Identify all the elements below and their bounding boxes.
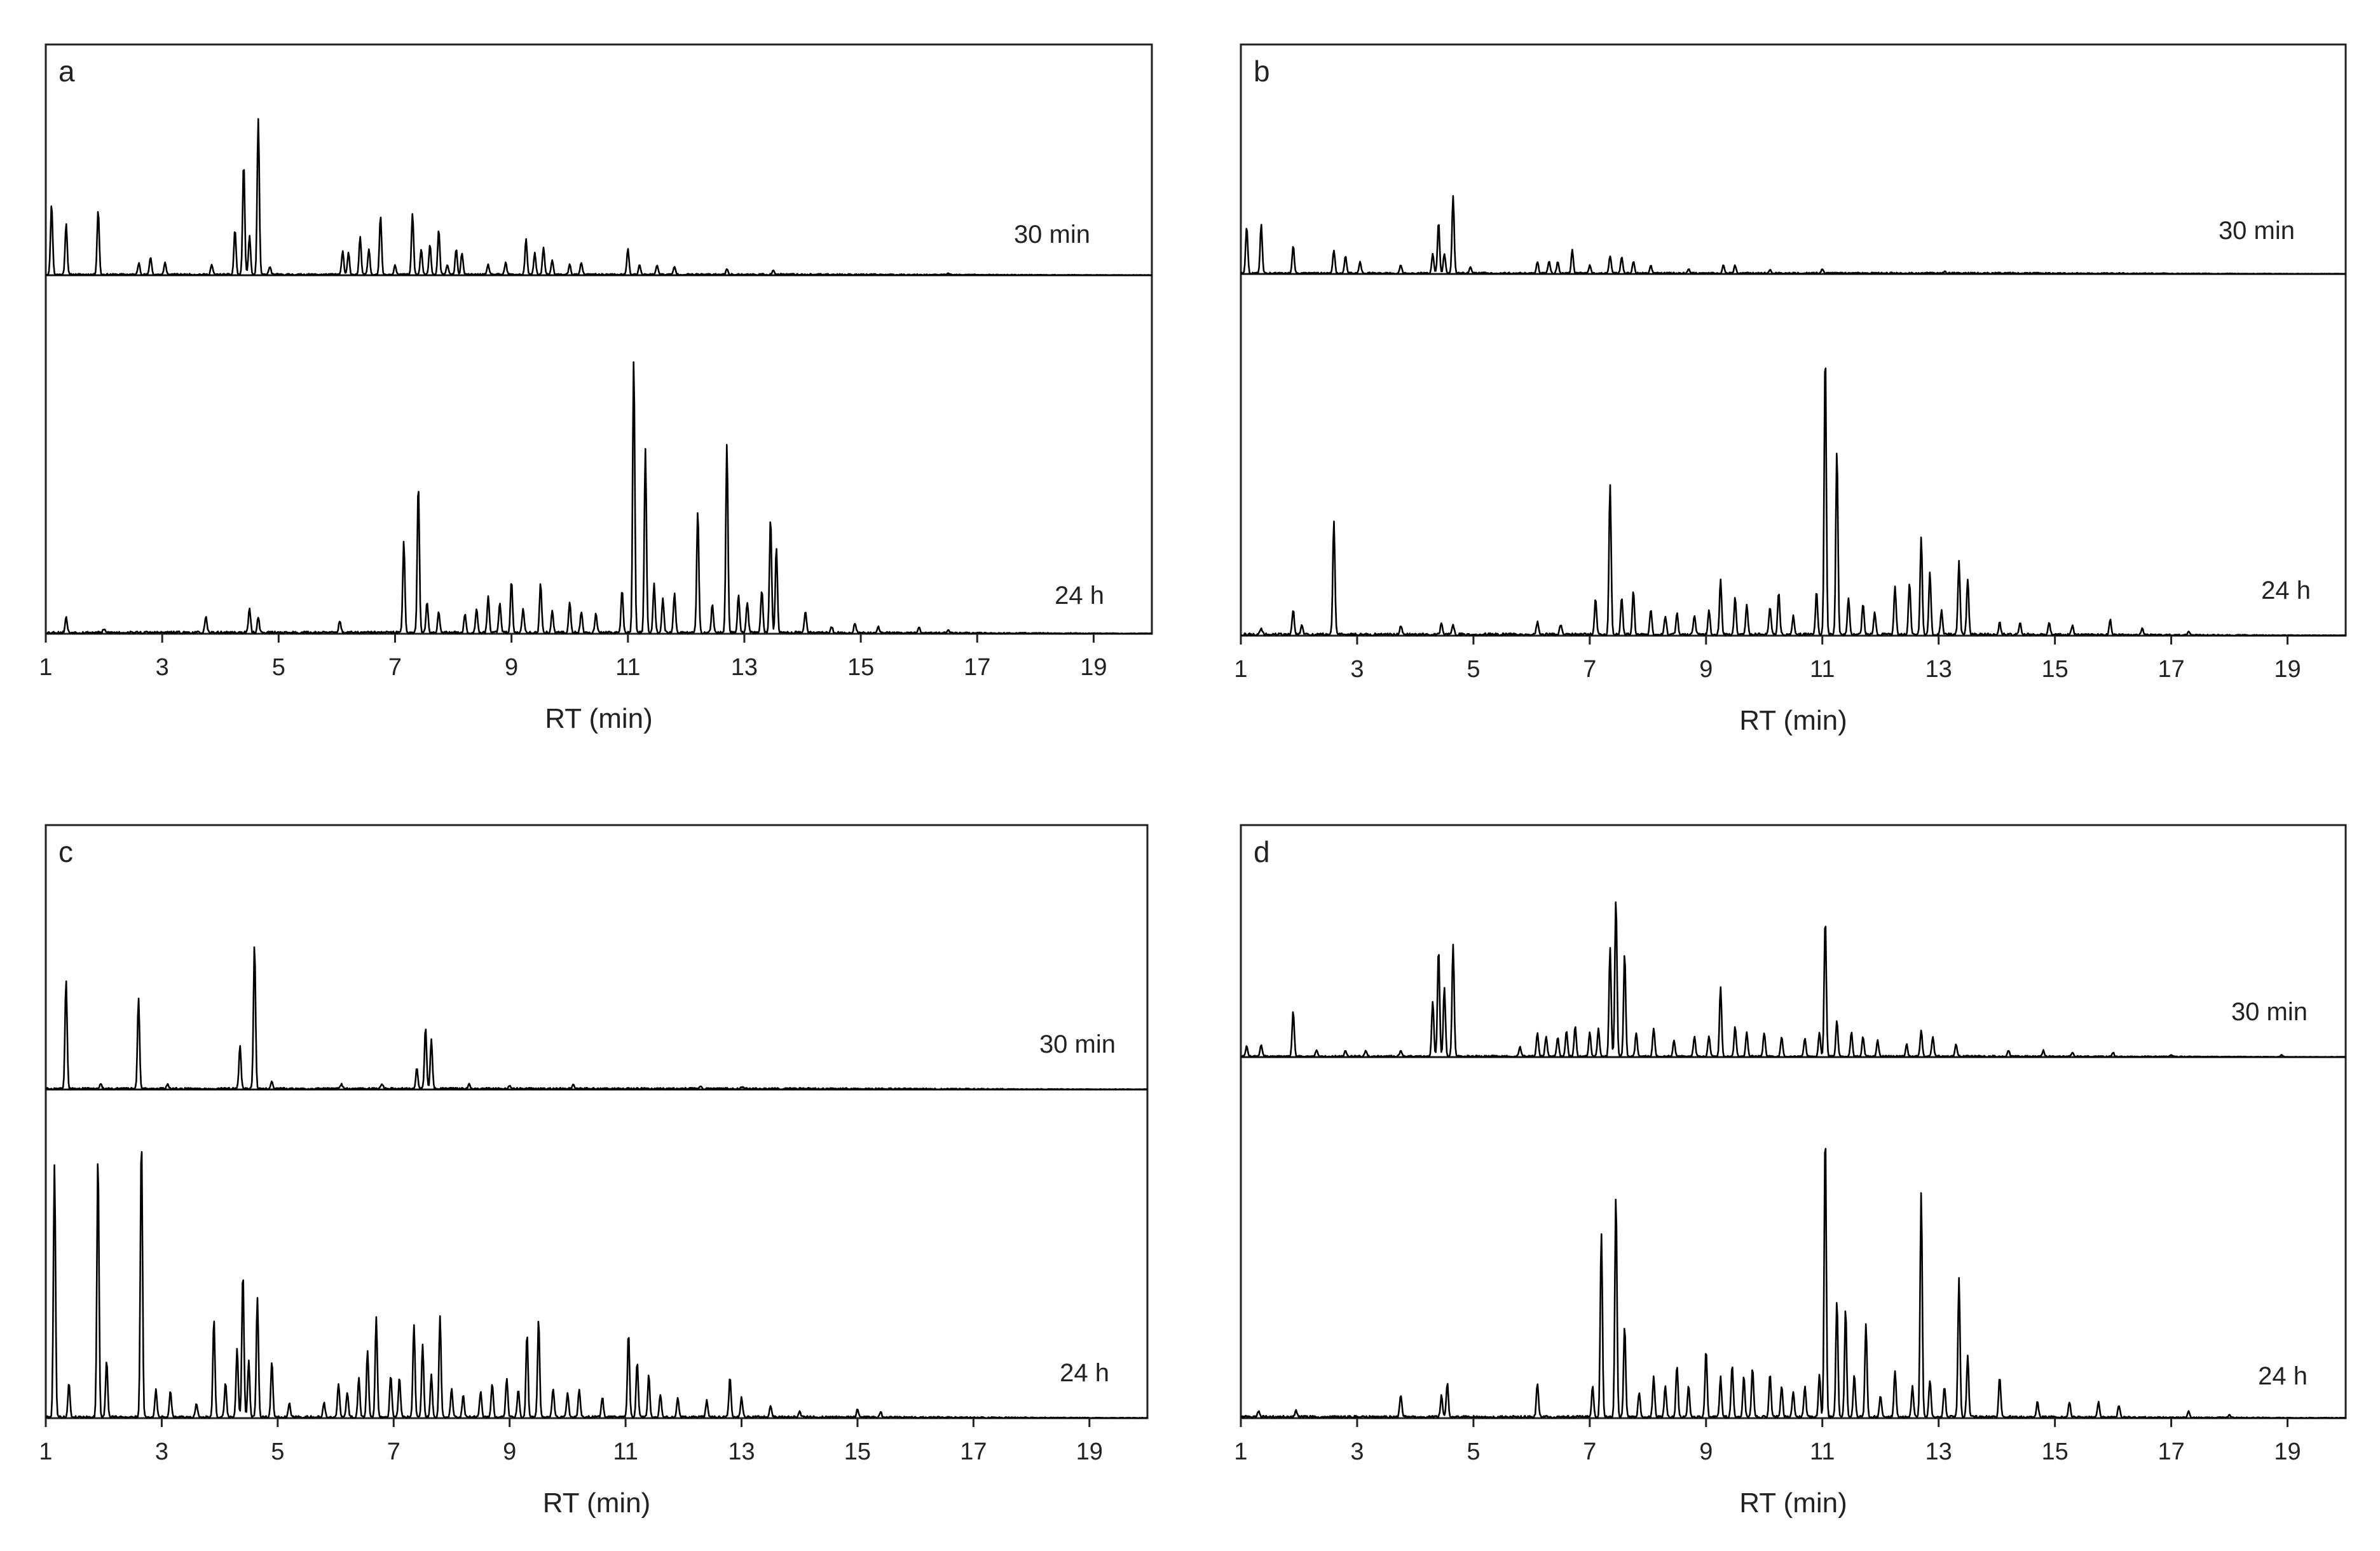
x-tick-label: 11 [1810,1438,1835,1465]
panel-letter: b [1254,55,1270,88]
x-tick-label: 9 [503,1438,516,1465]
series-line-30-min [1240,901,2346,1058]
x-tick-label: 13 [728,1438,755,1465]
legend-label-24-h: 24 h [2258,1362,2308,1390]
panel-letter: a [58,55,75,88]
panel-letter: d [1254,835,1270,868]
x-tick-label: 9 [1699,656,1713,683]
panel-letter: c [58,835,73,868]
x-tick-label: 15 [847,654,874,681]
legend-label-30-min: 30 min [2231,998,2308,1026]
x-tick-label: 11 [613,1438,638,1465]
x-tick-label: 17 [2158,656,2184,683]
x-tick-label: 7 [387,1438,400,1465]
series-line-24-h [45,1151,1148,1419]
x-tick-label: 13 [1925,656,1952,683]
x-tick-label: 11 [615,654,640,681]
x-tick-label: 5 [272,654,285,681]
x-tick-label: 1 [39,1438,52,1465]
x-axis-label: RT (min) [1739,705,1847,736]
plot-frame [44,43,1153,635]
x-axis-label: RT (min) [543,1487,651,1519]
legend-label-24-h: 24 h [1055,582,1104,610]
x-tick-label: 13 [1925,1438,1952,1465]
series-line-30-min [45,118,1152,277]
x-tick-label: 7 [1583,1438,1596,1465]
series-line-24-h [1240,367,2346,637]
x-tick-label: 13 [731,654,758,681]
x-tick-label: 9 [505,654,518,681]
legend-label-24-h: 24 h [1060,1359,1109,1387]
x-tick-label: 3 [1350,1438,1364,1465]
x-tick-label: 11 [1810,656,1835,683]
x-tick-label: 19 [1080,654,1107,681]
x-axis-label: RT (min) [1739,1487,1847,1519]
plot-frame [1240,43,2347,637]
x-tick-label: 15 [844,1438,871,1465]
legend-label-30-min: 30 min [1014,221,1090,249]
series-line-30-min [45,946,1148,1091]
x-tick-label: 3 [155,1438,168,1465]
legend-label-24-h: 24 h [2261,577,2311,605]
x-tick-label: 3 [1350,656,1364,683]
x-tick-label: 19 [2274,1438,2301,1465]
x-tick-label: 19 [2274,656,2301,683]
x-tick-label: 5 [271,1438,284,1465]
x-tick-label: 9 [1699,1438,1713,1465]
x-tick-label: 17 [2158,1438,2184,1465]
plot-frame [44,824,1149,1419]
x-tick-label: 5 [1467,656,1480,683]
x-tick-label: 19 [1076,1438,1103,1465]
x-tick-label: 17 [960,1438,987,1465]
plot-frame [1240,824,2347,1419]
series-line-30-min [1240,195,2346,275]
x-tick-label: 17 [964,654,990,681]
series-line-24-h [45,361,1152,635]
series-line-24-h [1240,1147,2346,1419]
x-tick-label: 1 [1234,656,1247,683]
legend-label-30-min: 30 min [1039,1030,1116,1058]
x-axis-label: RT (min) [545,703,653,734]
x-tick-label: 1 [39,654,52,681]
x-tick-label: 5 [1467,1438,1480,1465]
x-tick-label: 7 [1583,656,1596,683]
x-tick-label: 7 [388,654,402,681]
x-tick-label: 1 [1234,1438,1247,1465]
x-tick-label: 15 [2041,1438,2068,1465]
x-tick-label: 3 [156,654,169,681]
legend-label-30-min: 30 min [2219,217,2295,245]
x-tick-label: 15 [2041,656,2068,683]
